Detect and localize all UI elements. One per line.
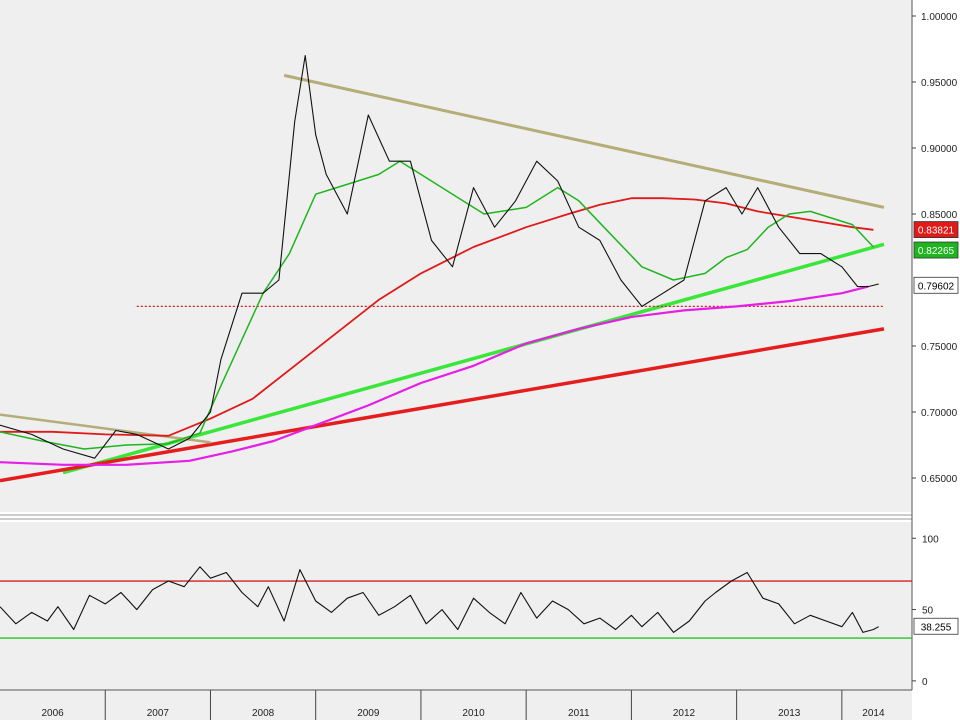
- price-y-tick-label: 0.65000: [921, 474, 958, 485]
- last-value-tag: [913, 276, 959, 294]
- last-value-tags: 0.83821 0.82265 0.79602 38.255: [913, 221, 959, 635]
- price-y-tick-label: 0.85000: [921, 210, 958, 221]
- rsi-series: [0, 566, 879, 633]
- rsi-panel-bg: [0, 522, 912, 690]
- last-value-tag-label: 0.83821: [918, 226, 955, 237]
- x-tick-label: 2014: [862, 708, 885, 719]
- price-y-tick-label: 0.75000: [921, 342, 958, 353]
- last-value-tag-label: 38.255: [921, 622, 952, 633]
- rsi-y-tick-label: 0: [922, 677, 928, 688]
- last-value-tag-label: 0.79602: [918, 281, 955, 292]
- ma-mid-series: [0, 197, 874, 437]
- rsi-y-axis: 100 50 0: [912, 534, 939, 688]
- price-y-tick-label: 1.00000: [921, 12, 958, 23]
- last-value-tag: [913, 617, 959, 635]
- x-tick-label: 2011: [568, 708, 590, 719]
- price-series: [0, 55, 879, 459]
- x-tick-label: 2008: [252, 708, 275, 719]
- xaxis-band-bg: [0, 690, 912, 720]
- panel-separator: [0, 512, 912, 522]
- price-plot: [0, 55, 885, 483]
- x-tick-label: 2013: [778, 708, 801, 719]
- price-y-tick-label: 0.90000: [921, 144, 958, 155]
- x-tick-label: 2010: [462, 708, 485, 719]
- price-y-tick-label: 0.95000: [921, 78, 958, 89]
- price-y-axis: 1.00000 0.95000 0.90000 0.85000 0.75000 0.700…: [912, 12, 958, 485]
- rsi-plot: [0, 566, 912, 639]
- ma-long-series: [0, 285, 869, 466]
- x-tick-label: 2009: [357, 708, 380, 719]
- trend-tan-short-line: [0, 413, 211, 444]
- rsi-y-tick-label: 100: [922, 534, 939, 545]
- x-tick-label: 2012: [673, 708, 696, 719]
- price-y-tick-label: 0.70000: [921, 408, 958, 419]
- trend-tan-long-line: [283, 73, 885, 209]
- rsi-y-tick-label: 50: [922, 606, 934, 617]
- time-x-axis: 2006 2007 2008 2009 2010 2011 2012 2013 2014: [0, 689, 912, 720]
- last-value-tag: [913, 221, 959, 238]
- trend-red-line: [0, 327, 885, 483]
- trend-green-line: [62, 242, 885, 475]
- last-value-tag-label: 0.82265: [918, 246, 955, 257]
- x-tick-label: 2006: [41, 708, 64, 719]
- x-tick-label: 2007: [147, 708, 170, 719]
- last-value-tag: [913, 241, 959, 259]
